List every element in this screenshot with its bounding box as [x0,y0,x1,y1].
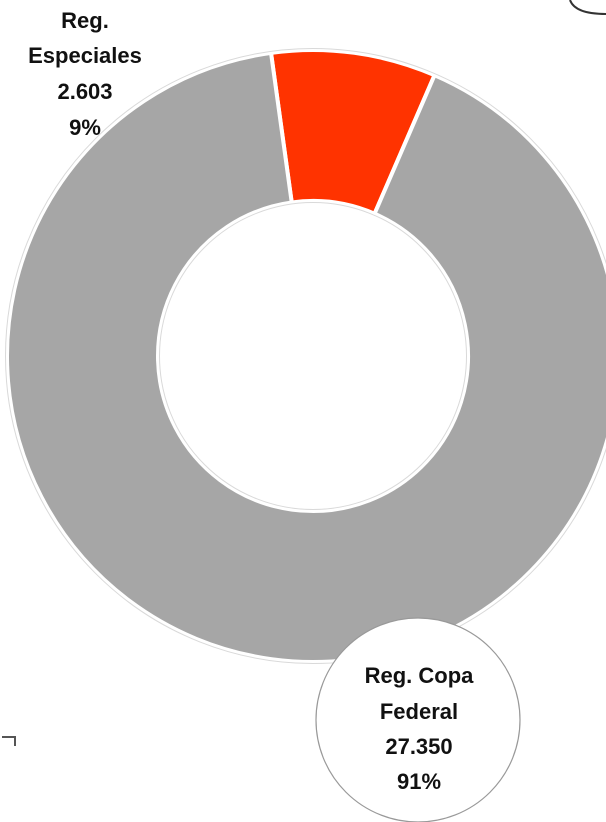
donut-slices [5,48,606,664]
slice-label-line: Reg. [61,8,109,33]
slice-label-line: Federal [380,699,458,724]
top-right-frame-fragment [569,0,606,15]
slice-label-line: Especiales [28,43,142,68]
slice-percent: 9% [69,115,101,140]
slice-label-copa-federal: Reg. Copa Federal 27.350 91% [365,663,475,794]
slice-value: 2.603 [57,79,112,104]
slice-percent: 91% [397,769,441,794]
slice-value: 27.350 [385,734,452,759]
donut-hole [159,202,467,510]
callout-circle [315,617,521,822]
donut-outer-edge [5,48,606,664]
slice-label-especiales: Reg. Especiales 2.603 9% [28,8,142,140]
slice-label-line: Reg. Copa [365,663,475,688]
donut-slice-1 [5,50,606,664]
corner-bracket [2,736,16,746]
